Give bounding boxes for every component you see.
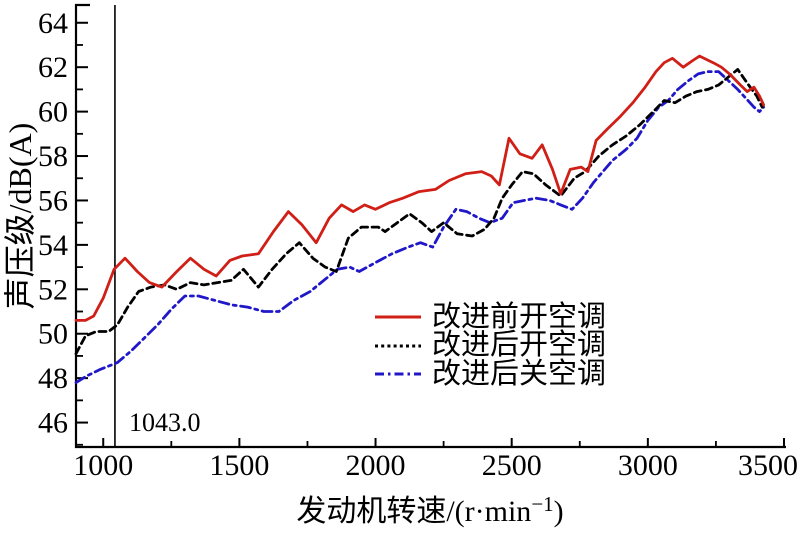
y-tick-label: 58 (38, 140, 68, 173)
y-tick-label: 56 (38, 184, 68, 217)
y-tick-label: 50 (38, 318, 68, 351)
vline-annotation-label: 1043.0 (129, 408, 201, 437)
legend-row-after-ac-off: 改进后关空调 (374, 357, 607, 390)
y-tick-label: 48 (38, 362, 68, 395)
y-axis-title: 声压级/dB(A) (2, 122, 38, 310)
series-after-ac-off (74, 70, 765, 384)
series-after-ac-on (74, 68, 764, 356)
legend-label: 改进后关空调 (432, 357, 607, 390)
x-axis-title-superscript: −1 (531, 492, 554, 516)
axes (74, 3, 786, 449)
legend-line-dashdot-blue-icon (375, 372, 421, 376)
legend-row-before-ac-on: 改进前开空调 (374, 300, 607, 333)
x-tick-label: 1000 (73, 449, 133, 482)
y-tick-label: 62 (38, 51, 68, 84)
legend-label: 改进前开空调 (432, 300, 607, 333)
x-axis-title-text: 发动机转速/(r·min (296, 495, 532, 528)
legend-label: 改进后开空调 (432, 329, 607, 362)
x-tick-label: 1500 (209, 449, 269, 482)
x-tick-label: 2500 (482, 449, 542, 482)
legend-row-after-ac-on: 改进后开空调 (374, 329, 607, 362)
legend-line-solid-red-icon (375, 315, 421, 319)
y-tick-label: 46 (38, 407, 68, 440)
x-tick-label: 2000 (346, 449, 406, 482)
x-tick-label: 3000 (618, 449, 678, 482)
x-tick-label: 3500 (738, 449, 798, 482)
y-tick-label: 52 (38, 273, 68, 306)
y-tick-label: 54 (38, 229, 68, 262)
series-before-ac-on (74, 54, 765, 322)
x-axis-title: 发动机转速/(r·min−1) (60, 486, 800, 530)
x-axis-title-close: ) (553, 495, 564, 528)
legend: 改进前开空调 改进后开空调 改进后关空调 (374, 300, 607, 390)
legend-line-dashed-black-icon (375, 344, 421, 348)
y-tick-label: 60 (38, 96, 68, 129)
y-tick-label: 64 (38, 7, 68, 40)
